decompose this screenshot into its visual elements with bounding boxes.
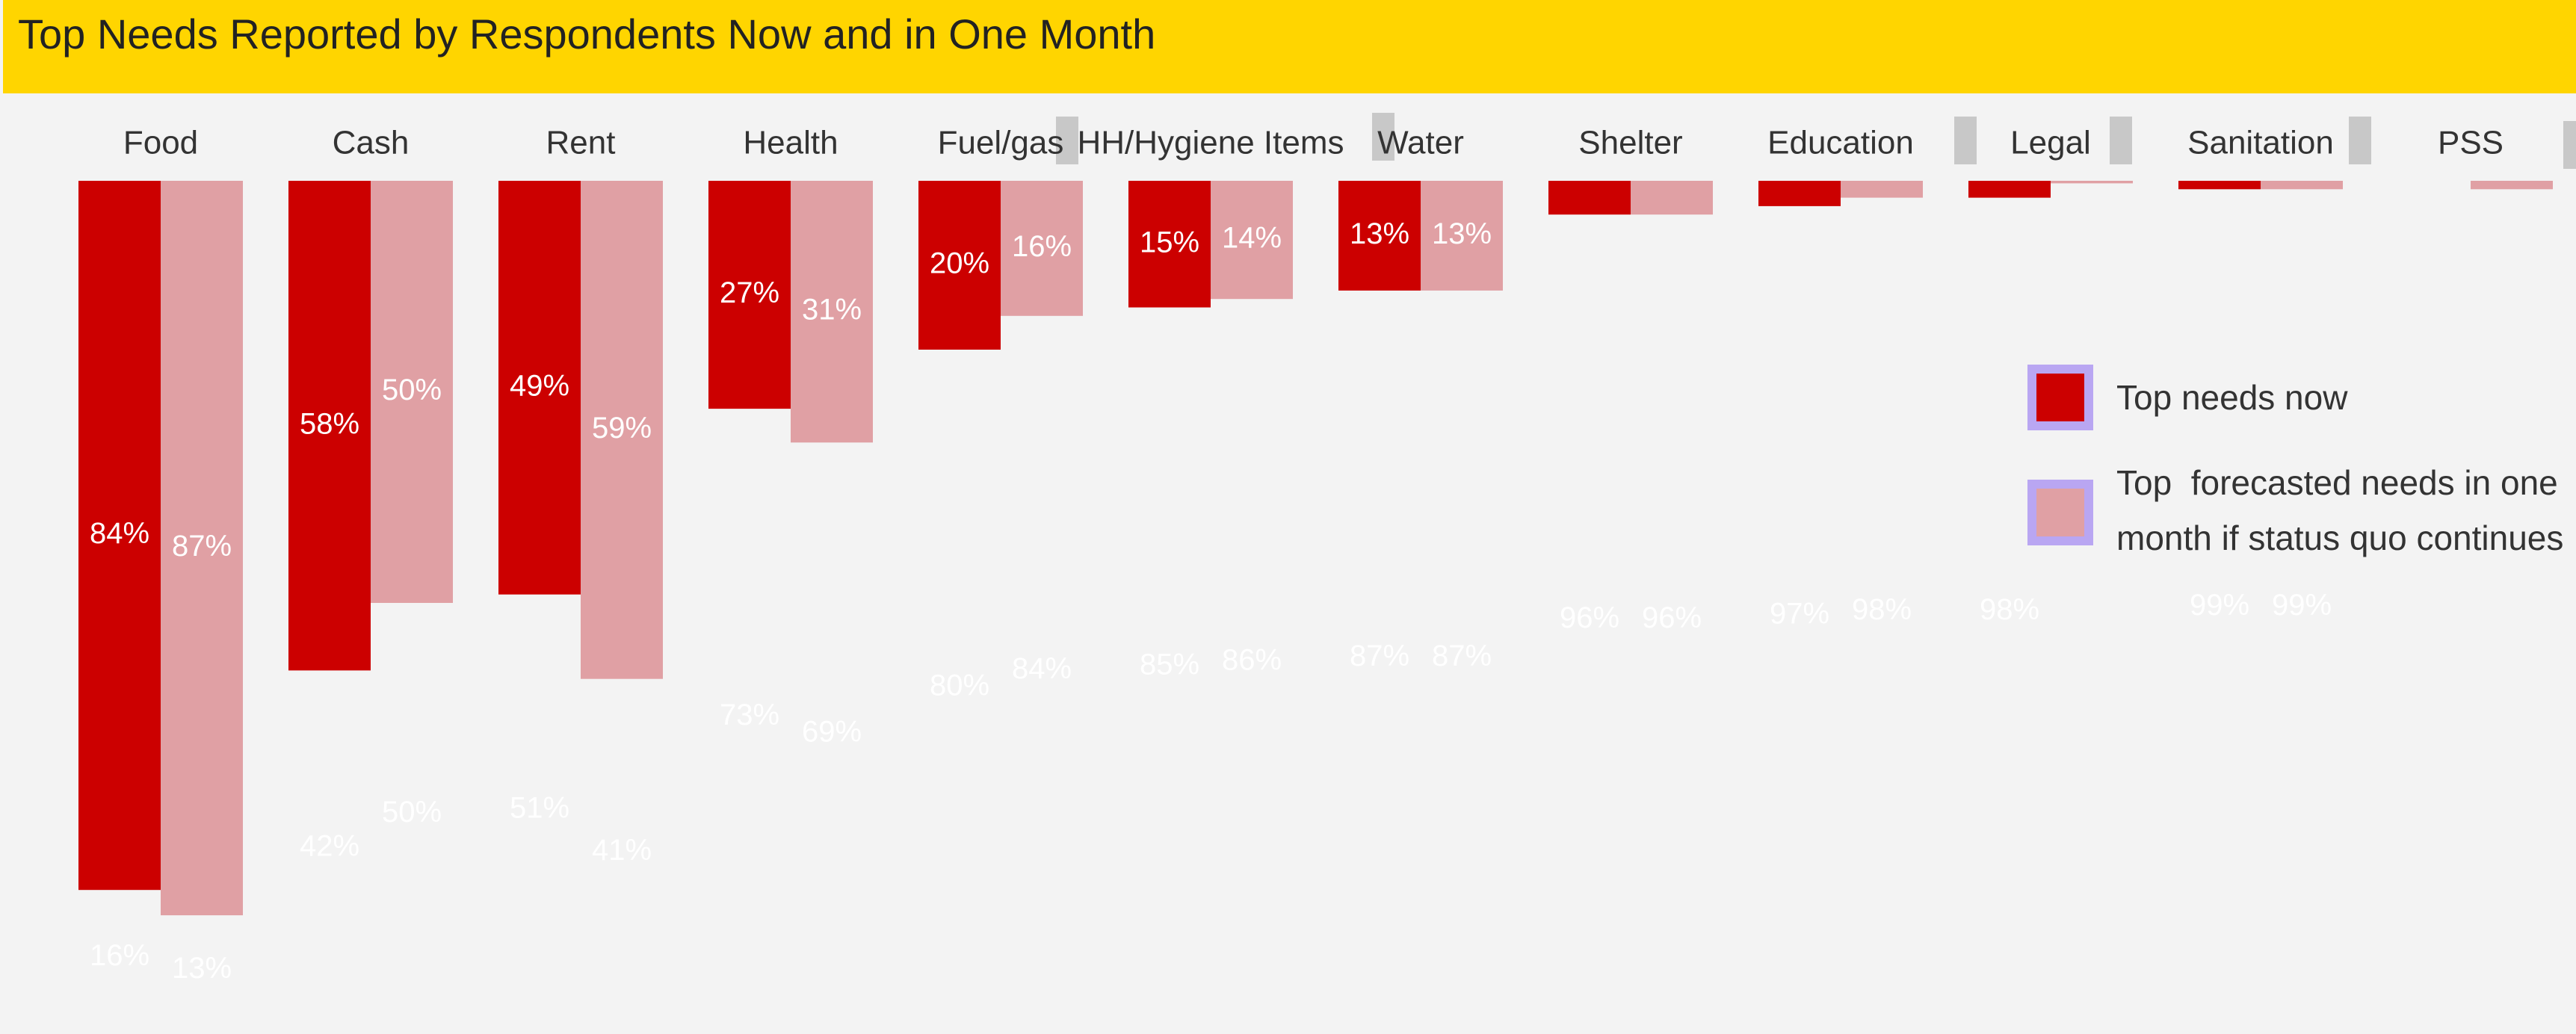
remainder-label: 98% [1852, 593, 1912, 626]
legend-label: Top forecasted needs in one month if sta… [2116, 463, 2568, 557]
data-label: 87% [172, 530, 232, 563]
remainder-label: 16% [90, 939, 149, 972]
bar [1548, 181, 1631, 215]
category-label: Legal [2010, 125, 2091, 161]
data-label: 20% [930, 247, 989, 280]
legend-swatch [2036, 489, 2084, 536]
legend-swatch [2036, 374, 2084, 421]
data-label: 16% [1012, 230, 1072, 263]
bar [78, 181, 161, 891]
bar [1421, 181, 1503, 291]
category-label: Sanitation [2187, 125, 2334, 161]
data-label: 13% [1350, 217, 1409, 250]
category-label: Shelter [1578, 125, 1682, 161]
data-label: 15% [1140, 226, 1199, 258]
bar [1841, 181, 1923, 198]
bar [581, 181, 663, 679]
category-label: Cash [333, 125, 410, 161]
bar [918, 181, 1001, 350]
remainder-label: 84% [1012, 652, 1072, 685]
remainder-label: 80% [930, 669, 989, 702]
remainder-label: 50% [382, 796, 442, 829]
scroll-marker [1372, 113, 1394, 161]
data-label: 31% [802, 294, 862, 326]
category-label: Fuel/gas [938, 125, 1064, 161]
bar [288, 181, 371, 671]
bar [791, 181, 873, 443]
remainder-label: 86% [1222, 644, 1282, 677]
bar [1128, 181, 1211, 308]
category-label: Education [1767, 125, 1914, 161]
bar [371, 181, 453, 603]
data-label: 13% [1432, 217, 1492, 250]
remainder-label: 51% [510, 791, 569, 824]
remainder-label: 73% [720, 699, 779, 731]
data-label: 59% [592, 412, 652, 445]
data-label: 14% [1222, 222, 1282, 255]
chart-title: Top Needs Reported by Respondents Now an… [18, 10, 1155, 58]
bar [161, 181, 243, 916]
remainder-label: 98% [1980, 593, 2039, 626]
bar [1631, 181, 1713, 215]
scroll-marker [2563, 121, 2576, 169]
bar [2261, 181, 2343, 190]
remainder-label: 96% [1642, 601, 1702, 634]
bar [498, 181, 581, 595]
remainder-label: 69% [802, 716, 862, 749]
remainder-label: 13% [172, 952, 232, 985]
category-label: HH/Hygiene Items [1077, 125, 1344, 161]
scroll-marker [2110, 117, 2132, 164]
data-label: 27% [720, 276, 779, 309]
remainder-label: 96% [1560, 601, 1619, 634]
category-label: PSS [2438, 125, 2504, 161]
bar [2051, 181, 2133, 184]
data-label: 58% [300, 407, 359, 440]
title-bar [3, 0, 2576, 93]
remainder-label: 87% [1432, 640, 1492, 672]
data-label: 49% [510, 369, 569, 402]
bar [708, 181, 791, 409]
category-label: Health [743, 125, 838, 161]
legend-label: Top needs now [2116, 378, 2348, 417]
bar [2178, 181, 2261, 190]
remainder-label: 99% [2272, 589, 2332, 622]
scroll-marker [1954, 117, 1977, 164]
remainder-label: 97% [1770, 598, 1829, 631]
data-label: 50% [382, 374, 442, 406]
remainder-label: 85% [1140, 648, 1199, 681]
category-label: Water [1377, 125, 1464, 161]
bar [2471, 181, 2553, 190]
bar [1758, 181, 1841, 206]
category-label: Rent [546, 125, 616, 161]
bar [1211, 181, 1293, 300]
scroll-marker [1056, 117, 1078, 164]
remainder-label: 42% [300, 829, 359, 862]
remainder-label: 87% [1350, 640, 1409, 672]
data-label: 84% [90, 517, 149, 550]
remainder-label: 99% [2190, 589, 2249, 622]
scroll-marker [2349, 117, 2371, 164]
remainder-label: 41% [592, 834, 652, 867]
bar [1968, 181, 2051, 198]
bar [1001, 181, 1083, 316]
bar [1338, 181, 1421, 291]
category-label: Food [123, 125, 198, 161]
